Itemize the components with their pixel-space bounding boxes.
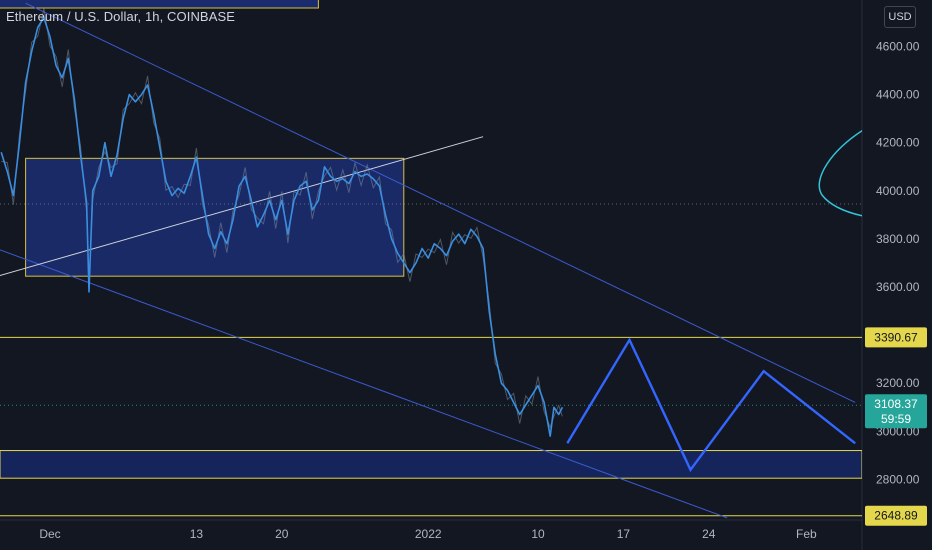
- chart-title: Ethereum / U.S. Dollar, 1h, COINBASE: [6, 9, 236, 24]
- trend-line: [0, 136, 484, 277]
- x-tick-label: 17: [617, 527, 631, 541]
- x-tick-label: Feb: [796, 527, 817, 541]
- projection-path: [566, 337, 856, 473]
- level-badge-label: 2648.89: [874, 509, 918, 523]
- y-tick-label: 4000.00: [876, 184, 920, 198]
- last-price-countdown: 59:59: [881, 412, 911, 426]
- y-tick-label: 4200.00: [876, 136, 920, 150]
- y-tick-label: 3600.00: [876, 280, 920, 294]
- x-tick-label: 2022: [415, 527, 442, 541]
- x-tick-label: Dec: [39, 527, 60, 541]
- support-zone: [0, 450, 862, 479]
- cyan-curve: [818, 130, 862, 217]
- y-tick-label: 3800.00: [876, 232, 920, 246]
- last-price-label: 3108.37: [874, 397, 918, 411]
- price-line: [0, 16, 564, 437]
- y-tick-label: 3200.00: [876, 376, 920, 390]
- channel-upper-line: [25, 2, 856, 403]
- level-badge-label: 3390.67: [874, 330, 918, 344]
- channel-lower-line: [0, 249, 728, 519]
- y-tick-label: 2800.00: [876, 472, 920, 486]
- x-tick-label: 20: [275, 527, 289, 541]
- currency-selector-button[interactable]: USD: [884, 6, 916, 28]
- x-tick-label: 10: [531, 527, 545, 541]
- y-tick-label: 4400.00: [876, 88, 920, 102]
- last-price-badge: [865, 394, 927, 429]
- plot-area: [0, 0, 862, 519]
- level-badge-1: [865, 505, 927, 526]
- x-tick-label: 13: [190, 527, 204, 541]
- x-tick-label: 24: [702, 527, 716, 541]
- top-rectangle: [0, 0, 319, 9]
- y-tick-label: 4600.00: [876, 40, 920, 54]
- level-badge-0: [865, 327, 927, 348]
